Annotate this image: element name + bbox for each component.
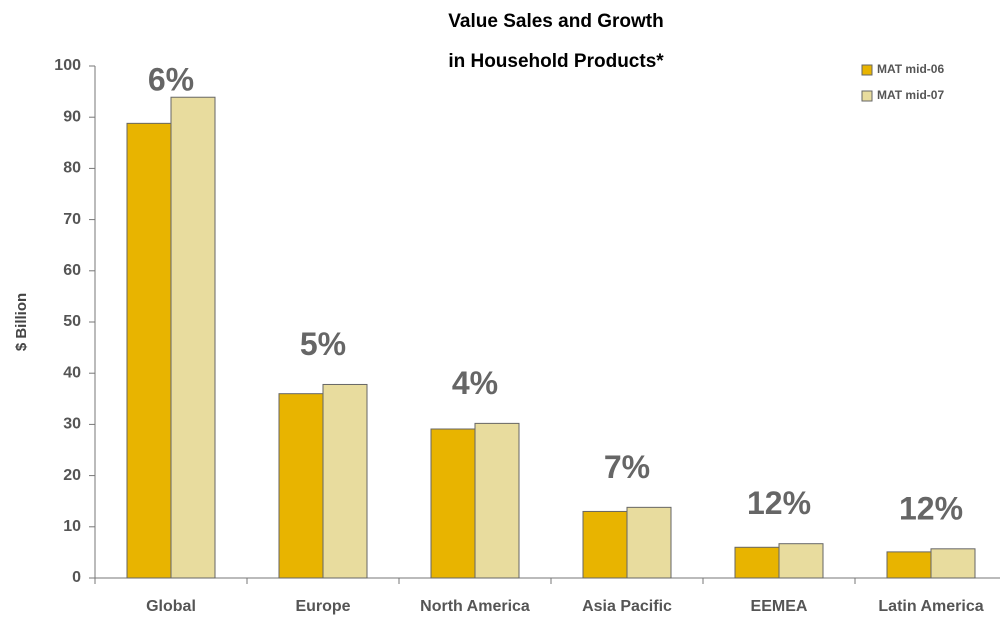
- x-tick-label: EEMEA: [751, 598, 808, 615]
- bar: [886, 551, 932, 579]
- bar: [170, 96, 216, 579]
- y-tick-label: 50: [63, 313, 81, 330]
- bar: [778, 543, 824, 579]
- y-tick-label: 0: [72, 569, 81, 586]
- legend-swatch: [861, 90, 873, 102]
- x-tick-label: Latin America: [878, 598, 983, 615]
- legend-label: MAT mid-07: [877, 88, 944, 102]
- growth-label: 7%: [604, 449, 650, 485]
- legend-label: MAT mid-06: [877, 62, 944, 76]
- y-tick-label: 60: [63, 262, 81, 279]
- bar: [626, 506, 672, 579]
- growth-label: 5%: [300, 326, 346, 362]
- y-tick-label: 10: [63, 518, 81, 535]
- x-tick-label: Asia Pacific: [582, 598, 672, 615]
- bar: [930, 548, 976, 579]
- bar: [322, 383, 368, 579]
- y-tick-label: 90: [63, 108, 81, 125]
- bar: [582, 510, 628, 579]
- y-tick-label: 100: [54, 57, 81, 74]
- y-tick-label: 70: [63, 211, 81, 228]
- y-tick-label: 40: [63, 364, 81, 381]
- bar: [126, 122, 172, 579]
- chart-title: Value Sales and Growth: [448, 11, 663, 32]
- y-tick-label: 30: [63, 416, 81, 433]
- growth-label: 6%: [148, 61, 194, 97]
- bar: [474, 422, 520, 579]
- y-tick-label: 80: [63, 160, 81, 177]
- y-axis-label: $ Billion: [13, 293, 30, 351]
- growth-label: 12%: [747, 485, 811, 521]
- y-tick-label: 20: [63, 467, 81, 484]
- bar: [734, 546, 780, 579]
- growth-label: 4%: [452, 365, 498, 401]
- growth-label: 12%: [899, 490, 963, 526]
- bar: [278, 393, 324, 579]
- x-tick-label: Global: [146, 598, 196, 615]
- legend-swatch: [861, 64, 873, 76]
- bar: [430, 428, 476, 579]
- x-tick-label: Europe: [295, 598, 350, 615]
- chart-title: in Household Products*: [448, 51, 664, 72]
- x-tick-label: North America: [420, 598, 530, 615]
